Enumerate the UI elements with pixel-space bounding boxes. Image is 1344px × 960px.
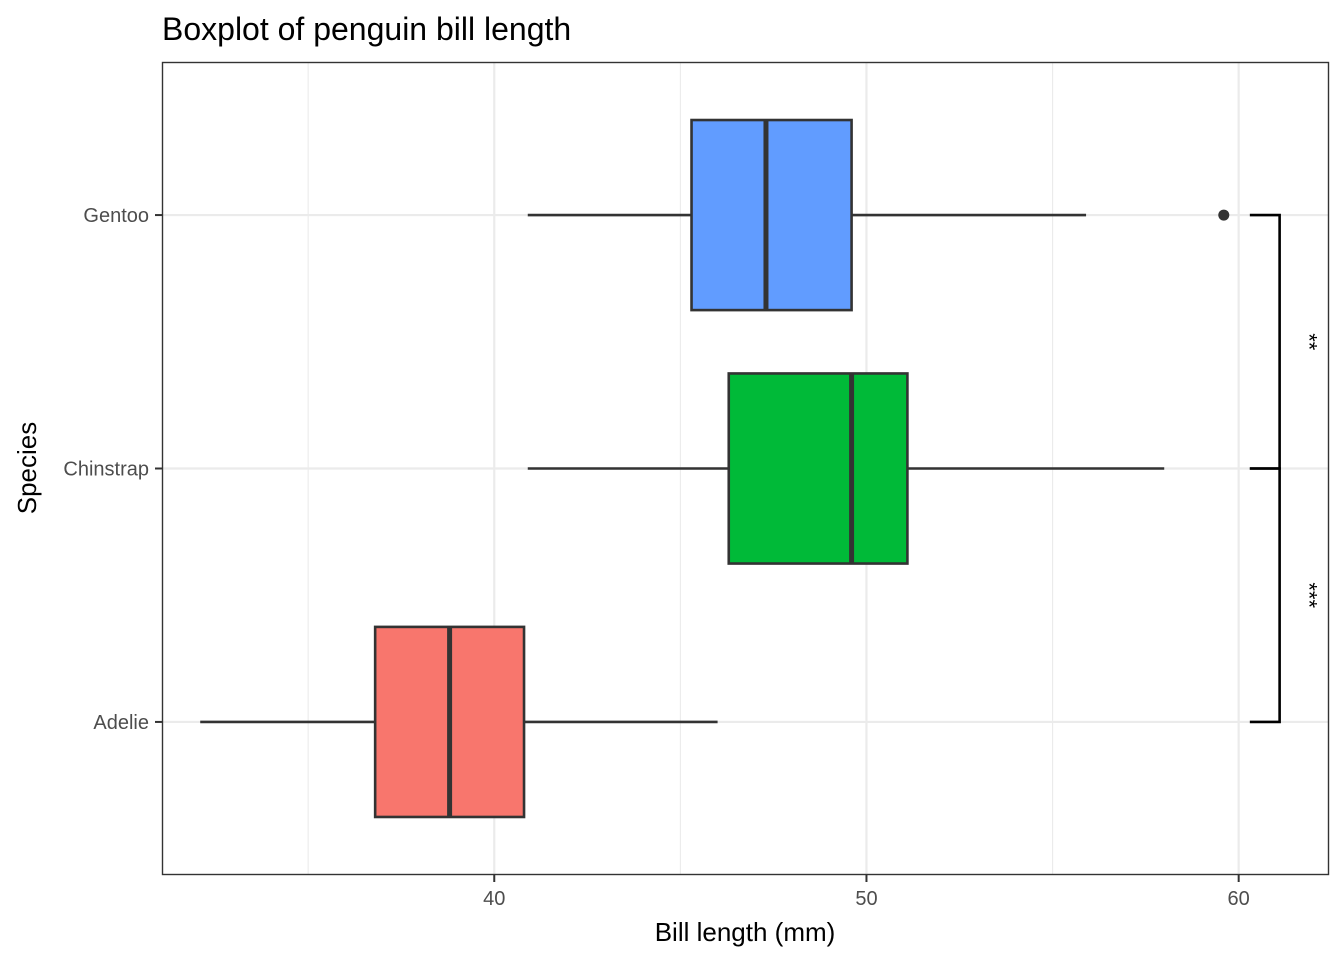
box-chinstrap — [527, 372, 1165, 565]
significance-bracket: *** — [1249, 467, 1322, 724]
bracket-line — [1249, 467, 1281, 724]
x-axis-title: Bill length (mm) — [655, 917, 836, 947]
x-tick-label: 50 — [855, 888, 877, 910]
chart-title: Boxplot of penguin bill length — [162, 11, 571, 47]
y-tick-label: Adelie — [93, 712, 149, 734]
panel-border — [161, 61, 1330, 876]
significance-label: ** — [1297, 333, 1322, 351]
significance-bracket: ** — [1249, 213, 1322, 470]
y-tick-label: Chinstrap — [63, 459, 149, 481]
y-axis-title: Species — [12, 422, 42, 515]
boxes — [200, 118, 1230, 819]
bracket-line — [1249, 213, 1281, 470]
outlier-point — [1218, 209, 1230, 221]
significance-brackets: ***** — [1249, 213, 1322, 724]
iqr-box — [690, 118, 853, 312]
x-tick-label: 60 — [1228, 888, 1250, 910]
box-gentoo — [527, 118, 1230, 312]
significance-label: *** — [1297, 582, 1322, 608]
iqr-box — [727, 372, 909, 565]
box-adelie — [200, 625, 718, 819]
y-tick-label: Gentoo — [83, 205, 149, 227]
axes: 40 50 60 Adelie Chinstrap Gentoo — [63, 205, 1249, 910]
x-tick-label: 40 — [483, 888, 505, 910]
